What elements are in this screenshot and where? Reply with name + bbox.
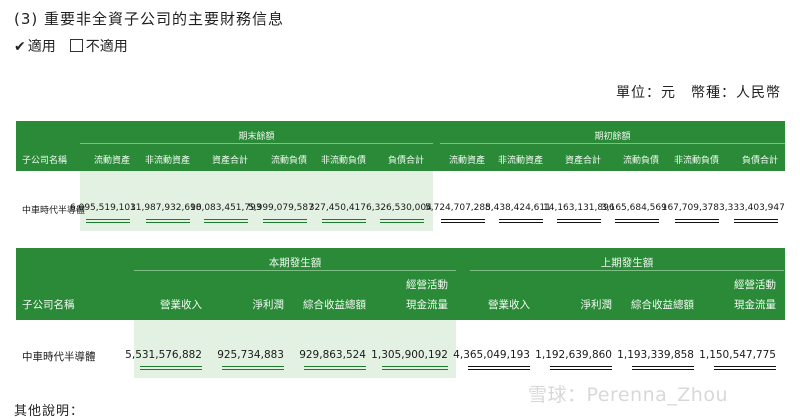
t1-underline [146, 219, 190, 223]
t1-end-noncurrent-liab: 327,450,417 [308, 203, 366, 213]
t2-col-cf-line1: 經營活動 [406, 279, 448, 291]
table2-group-prior: 上期發生額 [600, 257, 654, 269]
t2-col-cf-line1-b: 經營活動 [734, 279, 776, 291]
section-title: (3) 重要非全資子公司的主要財務信息 [14, 10, 285, 28]
t2-col-cf-line2-b: 現金流量 [734, 299, 776, 311]
t1-begin-current-assets: 5,724,707,285 [425, 203, 491, 213]
t1-row-name: 中車時代半導體 [22, 206, 86, 216]
t1-underline [441, 219, 485, 223]
t2-prior-revenue: 4,365,049,193 [453, 349, 530, 361]
t1-end-total-assets: 18,083,451,793 [190, 203, 262, 213]
t2-underline [222, 366, 284, 370]
unit-note: 單位：元 幣種：人民幣 [616, 85, 781, 101]
t2-underline [550, 366, 612, 370]
t1-col-current-liab-b: 流動負債 [622, 156, 659, 166]
t1-underline [734, 219, 778, 223]
t2-col-revenue-b: 營業收入 [488, 299, 530, 311]
not-applicable-label: 不適用 [85, 39, 128, 55]
t1-end-total-liab: 6,326,530,004 [366, 203, 432, 213]
table1-group-end: 期末餘額 [238, 132, 275, 142]
t2-underline [714, 366, 776, 370]
t1-end-noncurrent-assets: 11,987,932,690 [130, 203, 202, 213]
t2-col-comprehensive: 綜合收益總額 [303, 299, 366, 311]
t1-col-total-liab-b: 負債合計 [741, 156, 778, 166]
other-notes-label: 其他說明： [14, 404, 85, 419]
t2-underline [382, 366, 448, 370]
t1-col-current-assets-b: 流動資產 [448, 156, 485, 166]
checkbox-empty-icon [69, 39, 83, 52]
table2-group-current: 本期發生額 [268, 257, 322, 269]
t2-prior-net-profit: 1,192,639,860 [535, 349, 612, 361]
t2-underline [304, 366, 366, 370]
table1-header [16, 121, 785, 171]
table1-group-begin: 期初餘額 [594, 132, 631, 142]
applicability-line: ✔ 適用 不適用 [14, 36, 128, 56]
t2-col-net-profit-b: 淨利潤 [580, 299, 613, 311]
t1-underline [380, 219, 424, 223]
applicable-label: 適用 [27, 39, 56, 55]
t2-cur-net-profit: 925,734,883 [217, 349, 284, 361]
table2-header [16, 248, 785, 320]
t1-end-current-assets: 6,095,519,103 [70, 203, 136, 213]
watermark: 雪球：Perenna_Zhou [528, 384, 729, 406]
t1-col-current-assets: 流動資產 [93, 156, 130, 166]
t1-begin-current-liab: 3,165,684,569 [601, 203, 667, 213]
t1-col-total-liab: 負債合計 [387, 156, 424, 166]
t1-begin-noncurrent-assets: 8,438,424,611 [485, 203, 551, 213]
t2-col-cf-line2: 現金流量 [406, 299, 448, 311]
t1-col-noncurrent-liab-b: 非流動負債 [673, 156, 719, 166]
t1-col-noncurrent-assets: 非流動資產 [144, 156, 190, 166]
table2-current-shade [134, 320, 456, 378]
t1-underline [675, 219, 719, 223]
t1-col-total-assets-b: 資產合計 [564, 156, 601, 166]
t2-underline [468, 366, 530, 370]
t2-underline [632, 366, 694, 370]
t2-cur-cashflow: 1,305,900,192 [371, 349, 448, 361]
t1-col-total-assets: 資產合計 [211, 156, 248, 166]
t2-underline [140, 366, 202, 370]
t2-cur-comprehensive: 929,863,524 [299, 349, 366, 361]
table1-end-shade [80, 171, 433, 231]
table2-name-header: 子公司名稱 [22, 299, 75, 311]
t1-underline [204, 219, 248, 223]
t2-cur-revenue: 5,531,576,882 [125, 349, 202, 361]
t1-end-current-liab: 5,999,079,587 [248, 203, 314, 213]
t1-underline [263, 219, 307, 223]
checkmark-icon: ✔ [14, 39, 26, 55]
t1-underline [322, 219, 366, 223]
table1-name-header: 子公司名稱 [22, 156, 68, 166]
t1-begin-noncurrent-liab: 167,709,378 [661, 203, 719, 213]
t1-begin-total-liab: 3,333,403,947 [719, 203, 785, 213]
t2-prior-comprehensive: 1,193,339,858 [617, 349, 694, 361]
t1-underline [86, 219, 130, 223]
t1-begin-total-assets: 14,163,131,896 [543, 203, 615, 213]
t2-col-net-profit: 淨利潤 [252, 299, 285, 311]
t1-col-noncurrent-assets-b: 非流動資產 [497, 156, 543, 166]
t2-col-comprehensive-b: 綜合收益總額 [631, 299, 694, 311]
t1-underline [557, 219, 601, 223]
t1-underline [499, 219, 543, 223]
t1-col-current-liab: 流動負債 [270, 156, 307, 166]
t2-col-revenue: 營業收入 [160, 299, 202, 311]
t1-underline [615, 219, 659, 223]
t1-col-noncurrent-liab: 非流動負債 [320, 156, 366, 166]
t2-row-name: 中車時代半導體 [22, 351, 96, 363]
t2-prior-cashflow: 1,150,547,775 [699, 349, 776, 361]
